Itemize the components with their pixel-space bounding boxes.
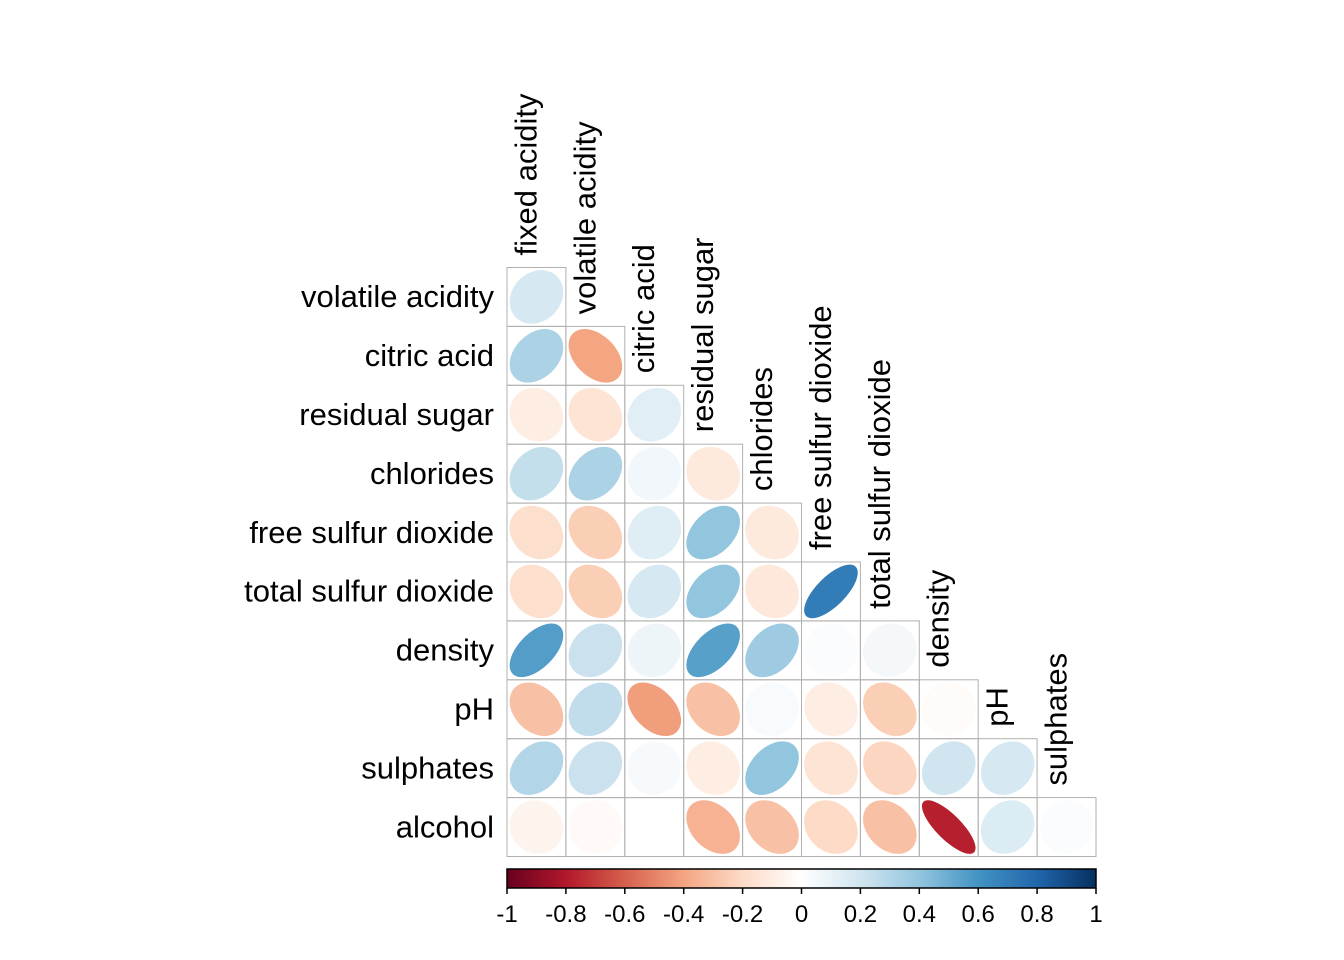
svg-text:chlorides: chlorides [370,456,494,491]
svg-text:alcohol: alcohol [396,809,494,844]
svg-text:-0.4: -0.4 [663,901,704,928]
svg-text:chlorides: chlorides [744,367,779,491]
svg-text:volatile acidity: volatile acidity [301,279,494,314]
svg-text:-0.6: -0.6 [604,901,645,928]
svg-text:-0.2: -0.2 [722,901,763,928]
svg-text:pH: pH [454,691,494,726]
svg-text:fixed acidity: fixed acidity [508,93,543,255]
svg-text:-0.8: -0.8 [545,901,586,928]
svg-text:sulphates: sulphates [1039,653,1074,786]
svg-text:free sulfur dioxide: free sulfur dioxide [249,515,494,550]
svg-text:density: density [921,569,956,668]
svg-text:residual sugar: residual sugar [299,397,494,432]
svg-text:pH: pH [980,687,1015,727]
svg-text:citric acid: citric acid [626,244,661,373]
svg-text:0.4: 0.4 [903,901,936,928]
svg-text:0.6: 0.6 [962,901,995,928]
svg-text:density: density [396,633,495,668]
svg-text:0: 0 [795,901,808,928]
svg-text:residual sugar: residual sugar [685,237,720,432]
svg-text:sulphates: sulphates [361,750,494,785]
svg-text:citric acid: citric acid [365,338,494,373]
svg-text:total sulfur dioxide: total sulfur dioxide [862,359,897,609]
svg-text:0.8: 0.8 [1020,901,1053,928]
svg-text:free sulfur dioxide: free sulfur dioxide [803,305,838,550]
svg-text:total sulfur dioxide: total sulfur dioxide [244,574,494,609]
svg-text:volatile acidity: volatile acidity [567,121,602,314]
svg-text:1: 1 [1089,901,1102,928]
svg-text:-1: -1 [496,901,517,928]
svg-text:0.2: 0.2 [844,901,877,928]
